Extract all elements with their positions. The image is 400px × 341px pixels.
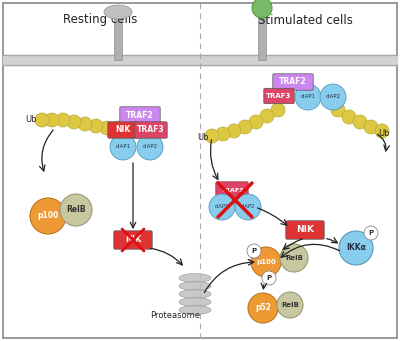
Text: cIAP1: cIAP1: [300, 94, 316, 100]
Circle shape: [235, 194, 261, 220]
Ellipse shape: [179, 297, 211, 307]
Circle shape: [45, 113, 59, 127]
Circle shape: [110, 134, 136, 160]
Circle shape: [271, 103, 285, 117]
Ellipse shape: [179, 273, 211, 282]
Circle shape: [295, 84, 321, 110]
Circle shape: [209, 194, 235, 220]
Text: cIAP2: cIAP2: [241, 205, 255, 209]
Circle shape: [238, 120, 252, 134]
Ellipse shape: [179, 290, 211, 298]
Circle shape: [353, 115, 367, 129]
Text: cIAP1: cIAP1: [116, 145, 130, 149]
Text: TRAF3: TRAF3: [137, 125, 165, 134]
Circle shape: [249, 115, 263, 129]
FancyBboxPatch shape: [264, 88, 294, 104]
Text: NIK: NIK: [125, 236, 141, 244]
Text: RelB: RelB: [281, 302, 299, 308]
FancyBboxPatch shape: [108, 122, 138, 138]
Text: Ub: Ub: [197, 133, 209, 142]
Text: TRAF2: TRAF2: [279, 77, 307, 87]
Text: P: P: [368, 230, 374, 236]
Circle shape: [111, 121, 125, 135]
Circle shape: [137, 134, 163, 160]
FancyBboxPatch shape: [216, 182, 248, 198]
Ellipse shape: [104, 5, 132, 19]
Text: cIAP2: cIAP2: [142, 145, 158, 149]
Circle shape: [364, 120, 378, 134]
Ellipse shape: [179, 306, 211, 314]
Text: TRAF3: TRAF3: [221, 188, 243, 193]
Text: p100: p100: [37, 211, 59, 221]
Circle shape: [60, 194, 92, 226]
Text: Ub: Ub: [378, 130, 390, 138]
Text: Resting cells: Resting cells: [63, 14, 137, 27]
Circle shape: [216, 127, 230, 141]
Text: TRAF2: TRAF2: [126, 110, 154, 119]
Text: cIAP1: cIAP1: [215, 205, 229, 209]
Text: RelB: RelB: [285, 255, 303, 261]
Text: NIK: NIK: [115, 125, 131, 134]
Circle shape: [277, 292, 303, 318]
Circle shape: [227, 124, 241, 138]
Text: Ub: Ub: [25, 116, 37, 124]
Text: IKKα: IKKα: [346, 243, 366, 252]
Circle shape: [78, 117, 92, 131]
Text: p100: p100: [256, 259, 276, 265]
Circle shape: [331, 103, 345, 117]
Circle shape: [67, 115, 81, 129]
Ellipse shape: [179, 282, 211, 291]
Circle shape: [252, 0, 272, 18]
Text: cIAP2: cIAP2: [326, 94, 340, 100]
Circle shape: [205, 129, 219, 143]
Text: Proteasome: Proteasome: [150, 311, 200, 321]
FancyBboxPatch shape: [114, 231, 152, 249]
FancyBboxPatch shape: [286, 221, 324, 239]
Text: p52: p52: [255, 303, 271, 312]
Text: NIK: NIK: [296, 225, 314, 235]
Circle shape: [342, 110, 356, 124]
Circle shape: [339, 231, 373, 265]
Circle shape: [280, 244, 308, 272]
Text: RelB: RelB: [66, 206, 86, 214]
FancyBboxPatch shape: [273, 74, 313, 90]
Circle shape: [89, 119, 103, 133]
Text: P: P: [266, 275, 272, 281]
Circle shape: [364, 226, 378, 240]
Circle shape: [56, 113, 70, 127]
Circle shape: [262, 271, 276, 285]
Text: P: P: [252, 248, 256, 254]
Bar: [114, 10, 122, 60]
Circle shape: [251, 247, 281, 277]
Circle shape: [247, 244, 261, 258]
Circle shape: [35, 113, 49, 127]
Text: TRAF3: TRAF3: [266, 93, 292, 99]
Circle shape: [30, 198, 66, 234]
Circle shape: [100, 121, 114, 135]
FancyBboxPatch shape: [135, 122, 167, 138]
Circle shape: [260, 109, 274, 123]
Circle shape: [375, 124, 389, 138]
Circle shape: [248, 293, 278, 323]
Circle shape: [320, 84, 346, 110]
FancyBboxPatch shape: [120, 107, 160, 123]
Text: Stimulated cells: Stimulated cells: [258, 14, 352, 27]
Bar: [258, 10, 266, 60]
